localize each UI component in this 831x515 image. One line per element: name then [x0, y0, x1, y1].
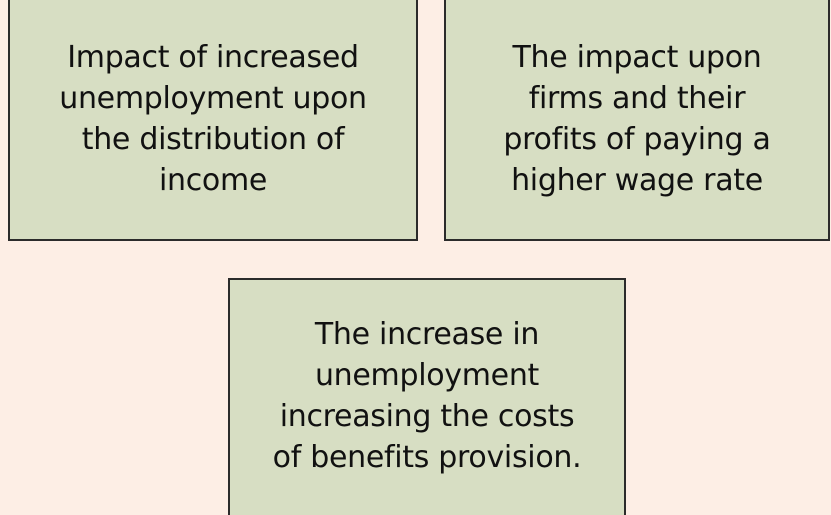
box-text-line: firms and their	[528, 80, 746, 116]
text-box: Impact of increased unemployment upon the …	[8, 0, 418, 241]
box-text-line: unemployment upon	[59, 80, 367, 116]
box-text-line: the distribution of	[81, 121, 345, 157]
box-text-line: higher wage rate	[511, 162, 763, 198]
box-text-line: unemployment	[314, 358, 540, 393]
box-text-line: Impact of increased	[67, 39, 359, 75]
box-text-line: income	[158, 162, 268, 198]
box-text-line: of benefits provision.	[272, 440, 582, 475]
box-text-line: The increase in	[314, 317, 540, 352]
box-text-line: increasing the costs	[279, 399, 575, 434]
text-box: The increase in unemployment increasing th…	[228, 278, 626, 515]
box-text-line: profits of paying a	[503, 121, 771, 157]
text-box: The impact upon firms and their profits of…	[444, 0, 830, 241]
box-text-line: The impact upon	[512, 39, 762, 75]
